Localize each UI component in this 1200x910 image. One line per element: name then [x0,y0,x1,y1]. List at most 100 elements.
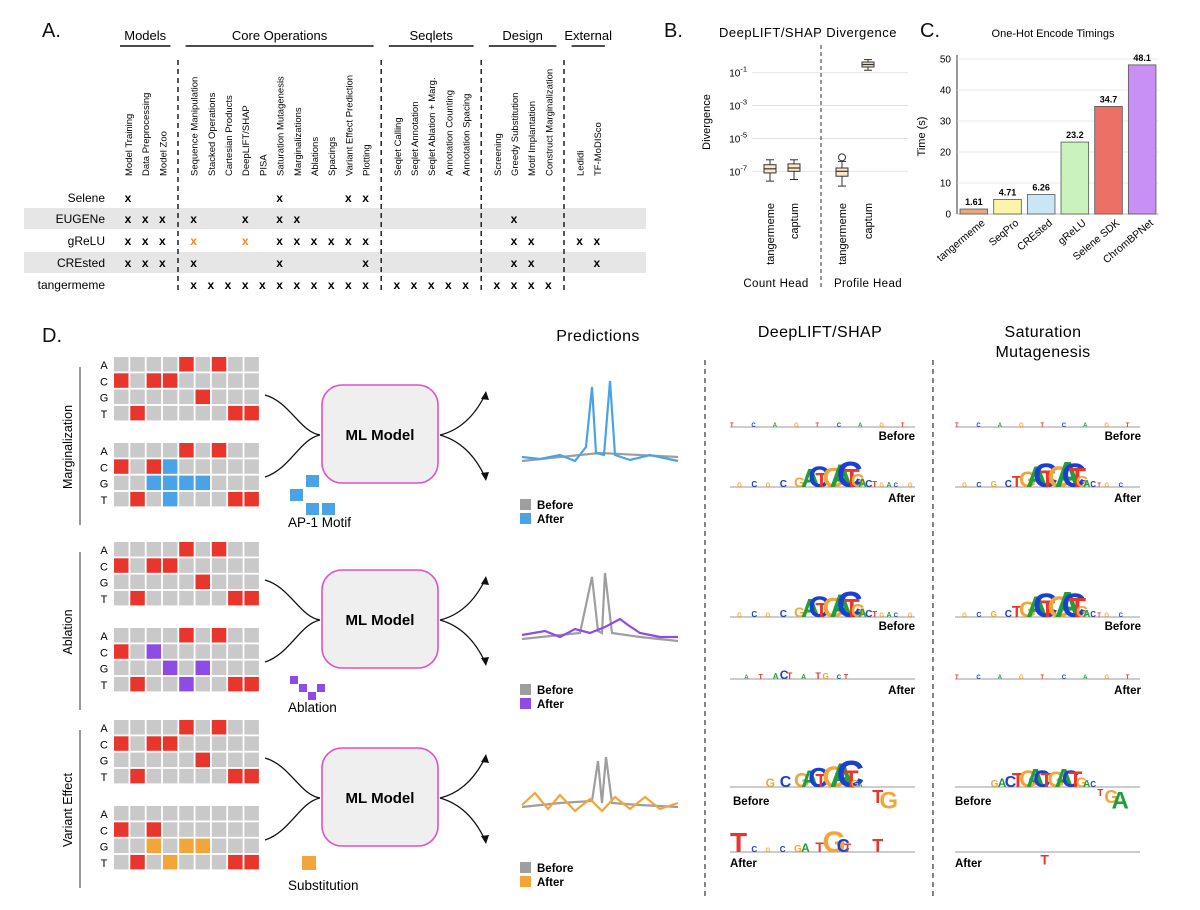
deeplift-logo-letter: G [823,592,845,623]
sequence-cell [195,752,210,768]
column-header: Ablations [310,137,321,176]
sequence-cell-edited [195,644,210,659]
deeplift-logo-letter: C [751,423,756,429]
column-header: Annotation Counting [444,90,455,176]
y-tick-label: 50 [940,55,952,66]
sequence-cell-edited [244,660,259,676]
sequence-cell-edited [114,644,129,659]
deeplift-logo-letter: G [794,474,805,490]
feature-mark: x [311,278,318,292]
deeplift-logo-letter: T [844,841,852,855]
sequence-cell-edited [211,628,227,643]
deeplift-logo-letter: T [872,610,877,619]
deeplift-logo-letter: G [879,483,884,489]
motif-glyph [302,856,316,870]
sequence-cell-edited [146,854,162,870]
feature-mark: x [142,212,149,226]
sequence-cell [211,768,227,784]
deeplift-logo-letter: C [780,609,787,620]
sequence-cell-edited [114,459,129,474]
sequence-cell [228,405,243,421]
feature-mark: x [593,234,600,248]
sequence-cell-edited [146,443,162,458]
sequence-cell [114,405,129,421]
satmut-logo-letter: A [1083,609,1090,620]
sequence-cell [146,736,162,751]
feature-mark: x [142,256,149,270]
deeplift-logo-letter: C [894,613,899,619]
bar-value-label: 1.61 [965,197,983,207]
feature-mark: x [276,212,283,226]
deeplift-logo-letter: T [844,463,860,493]
satmut-logo-letter: A [998,423,1003,429]
panel-d-letter: D. [42,325,62,347]
group-label: Core Operations [232,28,328,43]
sequence-cell-edited [130,628,145,643]
sequence-cell [244,558,259,573]
sequence-cell-edited [130,676,145,692]
sequence-cell [244,405,259,421]
sequence-cell-edited [244,806,259,821]
sequence-cell [228,558,243,573]
motif-glyph [299,684,307,692]
sequence-cell-edited [228,644,243,659]
feature-mark: x [345,278,352,292]
sequence-cell-edited [228,660,243,676]
satmut-logo-letter: A [1055,584,1081,625]
sequence-cell-edited [146,491,162,507]
sequence-cell-edited [130,644,145,659]
feature-mark: x [225,278,232,292]
sequence-cell [228,357,243,372]
sequence-cell [114,542,129,557]
deeplift-logo-letter: G [823,672,829,681]
legend-label: Before [537,863,573,875]
satmut-logo-letter: G [1104,483,1109,489]
base-label: G [100,842,109,854]
deeplift-logo-letter: A [773,672,779,681]
panel-a-letter: A. [42,20,61,42]
sequence-cell-edited [195,443,210,458]
sequence-cell [130,720,145,735]
deeplift-logo-letter: A [773,423,778,429]
sequence-cell [130,542,145,557]
sequence-cell-edited [179,475,194,491]
satmut-logo-letter: C [1033,587,1058,625]
sequence-cell-edited [211,854,227,870]
deeplift-logo-letter: A [887,612,892,619]
column-header: Seqlet Calling [393,117,404,176]
sequence-cell-edited [162,628,178,643]
sequence-cell-edited [162,475,178,491]
sequence-cell [114,389,129,405]
column-header: TF-MoDISco [593,122,604,176]
feature-mark: x [293,234,300,248]
satmut-logo-letter: G [962,613,967,619]
satmut-logo-letter: G [1019,423,1024,429]
column-header: Marginalizations [293,107,304,176]
sequence-cell-edited [114,806,129,821]
sequence-cell-edited [195,806,210,821]
satmut-logo-letter: G [1104,613,1109,619]
sequence-cell [114,736,129,751]
deeplift-logo-letter: T [815,671,821,681]
output-arrow [439,757,486,799]
sequence-cell [146,389,162,405]
deeplift-logo-letter: G [794,604,805,620]
bar [1127,64,1157,215]
base-label: A [100,809,108,821]
feature-mark: x [428,278,435,292]
ml-model-box [321,569,439,669]
sequence-cell-edited [162,459,178,474]
sequence-cell-edited [211,822,227,837]
deeplift-logo-letter: A [858,783,863,789]
sequence-cell [195,373,210,388]
y-tick-label: 10-3 [729,98,747,113]
sequence-cell-edited [211,660,227,676]
satmut-logo-letter: G [1048,461,1071,494]
satmut-logo-letter: T [1069,592,1086,623]
base-label: G [100,393,109,405]
deeplift-logo-letter: G [823,826,846,859]
sequence-cell [195,590,210,606]
sequence-cell [130,373,145,388]
column-title: Mutagenesis [995,344,1090,361]
sequence-cell-edited [114,628,129,643]
